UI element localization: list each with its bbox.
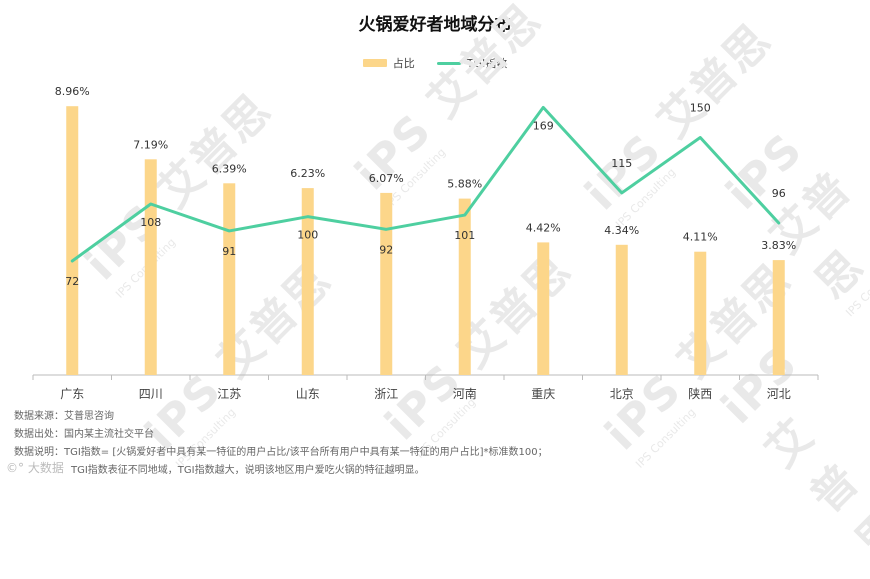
line-data-label: 101 [454, 229, 475, 242]
bar [772, 260, 785, 375]
chart-svg: 8.96% 7.19% 6.39% 6.23% 6.07% 5.88% 4.42% 4.34%… [32, 85, 819, 401]
legend: 占比 TGI指数 [0, 55, 870, 71]
line-data-label: 115 [611, 157, 632, 170]
note-origin: 数据出处：国内某主流社交平台 [14, 429, 154, 440]
x-tick-label: 江苏 [217, 387, 241, 401]
legend-item-bar[interactable]: 占比 [362, 55, 415, 71]
bar [458, 198, 471, 375]
x-tick-label: 河南 [453, 386, 477, 401]
note-explain: 数据说明：TGI指数= [火锅爱好者中具有某一特征的用户占比/该平台所有用户中具… [14, 447, 548, 458]
bar-data-label: 4.34% [604, 224, 639, 237]
line-data-label: 169 [533, 119, 554, 132]
bar-data-label: 7.19% [133, 138, 168, 151]
bar-data-label: 6.39% [212, 162, 247, 175]
bar [301, 188, 314, 375]
bar [694, 251, 707, 375]
bar [223, 183, 236, 375]
line-data-label: 72 [65, 275, 79, 288]
bar-data-label: 5.88% [447, 178, 482, 191]
bar [66, 106, 79, 375]
x-tick-label: 北京 [610, 387, 634, 401]
chart-title: 火锅爱好者地域分布 [358, 15, 512, 35]
bar [144, 159, 157, 375]
x-tick-label: 河北 [767, 387, 791, 401]
notes: 数据来源：艾普思咨询 数据出处：国内某主流社交平台 数据说明：TGI指数= [火… [14, 408, 548, 480]
bar [537, 242, 550, 375]
bar [615, 244, 628, 375]
bar-data-label: 4.11% [683, 231, 718, 244]
note-source: 数据来源：艾普思咨询 [14, 411, 114, 422]
x-tick-label: 陕西 [688, 386, 712, 401]
x-tick-label: 山东 [296, 387, 320, 401]
footer-brand: ©° 大数据 [6, 461, 64, 475]
note-explain-2: TGI指数表征不同地域，TGI指数越大，说明该地区用户爱吃火锅的特征越明显。 [71, 465, 425, 476]
bar-data-label: 3.83% [761, 239, 796, 252]
x-tick-label: 重庆 [531, 387, 555, 401]
line-data-label: 91 [222, 245, 236, 258]
bar-data-label: 6.23% [290, 167, 325, 180]
x-tick-label: 浙江 [374, 387, 398, 401]
legend-swatch-bar [362, 59, 387, 67]
legend-swatch-line [436, 61, 461, 65]
bar-data-label: 4.42% [526, 221, 561, 234]
line-data-label: 96 [772, 187, 786, 200]
line-data-label: 100 [297, 229, 318, 242]
x-tick-label: 广东 [60, 387, 84, 401]
bar-data-label: 8.96% [55, 85, 90, 98]
x-tick-label: 四川 [139, 387, 163, 401]
series-line-tgi [70, 105, 781, 263]
line-data-label: 92 [379, 243, 393, 256]
legend-label-bar: 占比 [392, 57, 415, 70]
bar-data-label: 6.07% [369, 172, 404, 185]
bar [380, 192, 393, 375]
legend-label-line: TGI指数 [466, 57, 508, 70]
legend-item-line[interactable]: TGI指数 [436, 55, 508, 71]
line-data-label: 150 [690, 102, 711, 115]
line-data-label: 108 [140, 216, 161, 229]
